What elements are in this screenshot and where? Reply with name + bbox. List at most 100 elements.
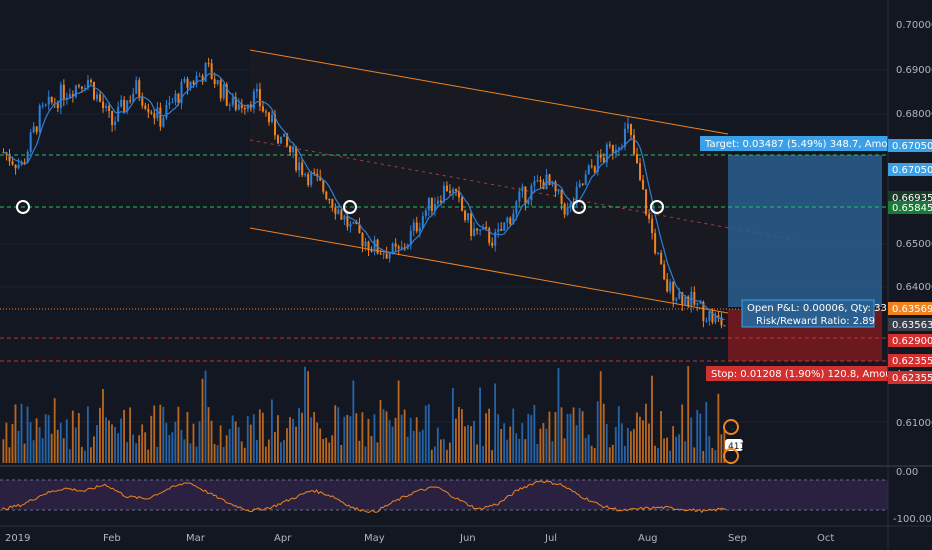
volume-bar bbox=[620, 423, 623, 463]
candle-body bbox=[343, 215, 346, 220]
volume-bar bbox=[298, 408, 300, 463]
volume-bar bbox=[464, 426, 466, 463]
x-tick-jun: Jun bbox=[459, 533, 476, 544]
candle-body bbox=[473, 228, 476, 236]
volume-bar bbox=[690, 417, 693, 463]
volume-bar bbox=[80, 446, 83, 463]
candle-body bbox=[349, 223, 352, 227]
volume-bar bbox=[186, 411, 189, 463]
volume-bar bbox=[415, 417, 418, 463]
volume-bar bbox=[331, 435, 334, 463]
candle-body bbox=[445, 185, 448, 191]
volume-bar bbox=[135, 443, 138, 463]
tag-hidden-mid-bg[interactable] bbox=[888, 191, 932, 204]
candle-body bbox=[415, 222, 418, 232]
stop-label-box[interactable]: Stop: 0.01208 (1.90%) 120.8, Amount: 1 bbox=[706, 366, 915, 381]
volume-bar bbox=[89, 447, 92, 463]
candle-body bbox=[35, 126, 38, 132]
volume-bar bbox=[343, 416, 346, 463]
volume-bar bbox=[325, 437, 328, 463]
volume-bar bbox=[506, 439, 509, 463]
tag-last-price-bg[interactable] bbox=[888, 302, 932, 315]
tag-target-top-bg[interactable] bbox=[888, 139, 932, 152]
volume-bar bbox=[521, 423, 524, 463]
volume-bar bbox=[346, 414, 349, 463]
volume-bar bbox=[587, 434, 590, 463]
target-label-box[interactable]: Target: 0.03487 (5.49%) 348.7, Amount: 2 bbox=[700, 136, 917, 151]
tag-stop-upper-bg[interactable] bbox=[888, 334, 932, 347]
tag-stop-low-bg[interactable] bbox=[888, 371, 932, 384]
candle-body bbox=[162, 118, 165, 127]
candle-body bbox=[352, 221, 355, 224]
volume-bar bbox=[388, 420, 391, 463]
volume-bar bbox=[400, 414, 403, 463]
volume-bar bbox=[626, 427, 629, 463]
candle-body bbox=[41, 105, 44, 107]
tag-entry-bg[interactable] bbox=[888, 318, 932, 331]
candle-body bbox=[264, 111, 267, 113]
volume-bar bbox=[74, 427, 77, 463]
tag-target-lower-bg[interactable] bbox=[888, 163, 932, 176]
volume-bar bbox=[575, 425, 578, 463]
volume-bar bbox=[47, 415, 50, 463]
volume-bar bbox=[424, 405, 427, 463]
volume-bar bbox=[264, 446, 267, 463]
volume-bar bbox=[717, 393, 720, 463]
candle-body bbox=[117, 106, 120, 122]
channel-lower-line[interactable] bbox=[249, 227, 729, 314]
volume-bar bbox=[590, 445, 593, 463]
tag-level-green-bg[interactable] bbox=[888, 201, 932, 214]
candle-body bbox=[68, 94, 71, 98]
tag-stop-mid-bg[interactable] bbox=[888, 354, 932, 367]
candle-body bbox=[280, 136, 283, 144]
volume-bar bbox=[86, 406, 89, 463]
volume-bar bbox=[581, 411, 584, 463]
stop-label-text: Stop: 0.01208 (1.90%) 120.8, Amount: 1 bbox=[711, 369, 915, 380]
candle-body bbox=[575, 187, 578, 205]
volume-bar bbox=[68, 449, 71, 463]
volume-bar bbox=[675, 436, 678, 463]
candle-body bbox=[491, 242, 494, 246]
target-zone[interactable] bbox=[728, 155, 882, 307]
candle-body bbox=[494, 231, 497, 246]
volume-bar bbox=[261, 412, 264, 463]
candle-body bbox=[186, 79, 189, 88]
candle-body bbox=[699, 301, 702, 304]
pnl-label-text: Open P&L: 0.00006, Qty: 33 bbox=[747, 303, 887, 314]
tag-stop-low: 0.62355 bbox=[892, 373, 932, 384]
volume-bar bbox=[696, 409, 699, 463]
volume-badge[interactable]: 411 bbox=[723, 419, 745, 464]
volume-bar bbox=[277, 415, 279, 463]
volume-bar bbox=[693, 447, 696, 463]
candle-body bbox=[424, 210, 427, 216]
candle-body bbox=[56, 102, 59, 109]
badge-icon-bottom bbox=[723, 448, 739, 464]
candle-body bbox=[150, 112, 153, 114]
candle-body bbox=[696, 303, 699, 305]
volume-bar bbox=[364, 446, 367, 463]
volume-bar bbox=[295, 426, 297, 463]
volume-bar bbox=[488, 408, 490, 463]
candle-body bbox=[648, 214, 651, 219]
channel-upper-line[interactable] bbox=[249, 49, 729, 135]
channel-mid-line[interactable] bbox=[249, 139, 796, 241]
candle-body bbox=[216, 80, 219, 84]
pnl-label-box[interactable]: Open P&L: 0.00006, Qty: 33 Risk/Reward R… bbox=[741, 299, 887, 328]
candle-body bbox=[467, 213, 470, 221]
candle-body bbox=[651, 218, 654, 234]
tag-level-green: 0.65845 bbox=[892, 203, 932, 214]
candle-body bbox=[675, 298, 678, 301]
volume-bar bbox=[376, 442, 379, 463]
volume-bar bbox=[439, 439, 442, 463]
volume-bar bbox=[228, 428, 231, 463]
candle-body bbox=[334, 207, 337, 214]
volume-bar bbox=[421, 429, 424, 463]
volume-bar bbox=[310, 417, 313, 463]
candle-body bbox=[174, 93, 177, 102]
volume-bar bbox=[536, 443, 539, 463]
volume-bar bbox=[409, 417, 412, 463]
candle-body bbox=[470, 213, 473, 236]
volume-bar bbox=[572, 407, 575, 463]
volume-bar bbox=[430, 449, 433, 463]
